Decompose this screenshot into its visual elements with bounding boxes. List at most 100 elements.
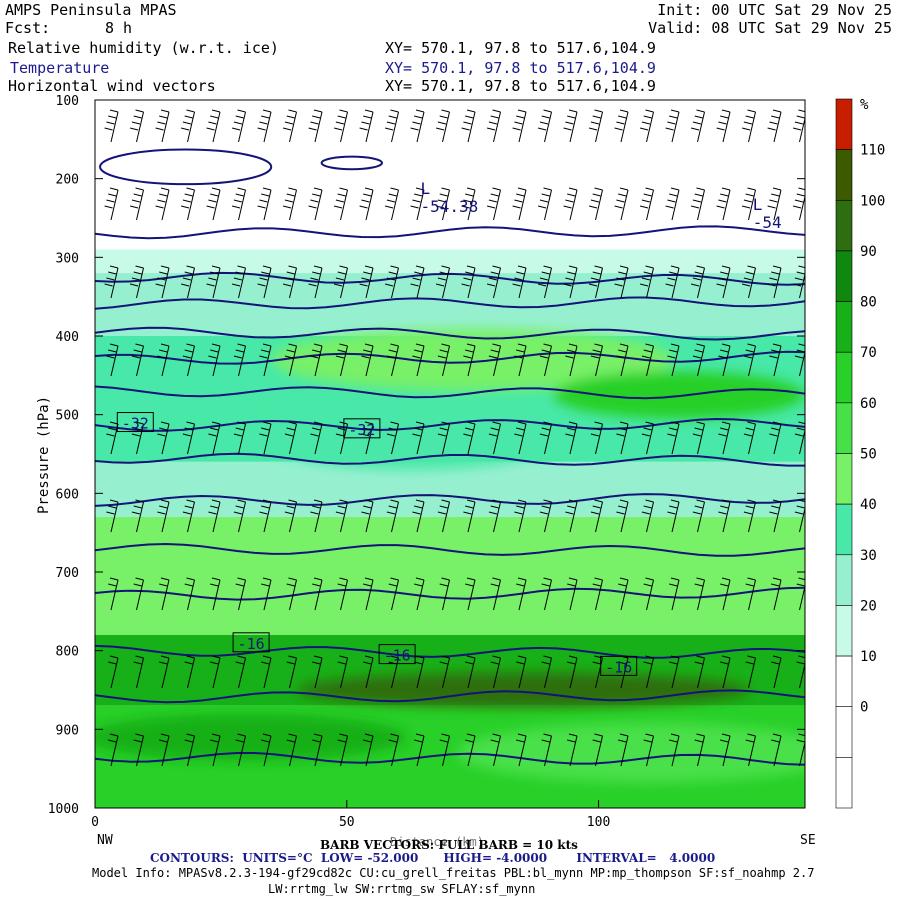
wind-barb: [384, 109, 399, 143]
low-value-0: -54.38: [420, 197, 478, 216]
wind-barb: [182, 499, 195, 533]
wind-barb: [157, 421, 170, 455]
wind-barb: [514, 421, 527, 455]
wind-barb: [669, 733, 680, 767]
wind-barb: [516, 577, 527, 611]
temp-label-box-4: [600, 655, 638, 676]
wind-barb: [335, 343, 348, 377]
wind-barb: [667, 421, 680, 455]
wind-barb: [310, 421, 323, 455]
wind-barb: [486, 187, 501, 221]
y-tick-label: 800: [56, 645, 79, 660]
wind-barb: [720, 577, 731, 611]
y-axis-label: Pressure (hPa): [36, 396, 52, 514]
isotherm-4: [95, 350, 805, 365]
wind-barb: [769, 499, 782, 533]
wind-barb: [588, 109, 603, 143]
wind-barb: [745, 655, 756, 689]
colorbar-segment: [835, 655, 853, 708]
wind-barbs: [104, 109, 805, 767]
temp-label-2: -16: [238, 635, 265, 653]
wind-barb: [643, 655, 654, 689]
wind-barb: [537, 109, 552, 143]
wind-barb: [694, 655, 705, 689]
wind-barb: [745, 733, 756, 767]
wind-barb: [690, 187, 705, 221]
wind-barb: [718, 421, 731, 455]
colorbar-segment: [835, 98, 853, 150]
wind-barb: [463, 343, 476, 377]
wind-barb: [333, 265, 348, 299]
wind-barb: [257, 109, 272, 143]
wind-barb: [208, 343, 221, 377]
wind-barb: [512, 265, 527, 299]
wind-barb: [796, 655, 805, 689]
colorbar-label: 70: [860, 345, 877, 361]
wind-barb: [769, 343, 782, 377]
wind-barb: [182, 421, 195, 455]
wind-barb: [669, 577, 680, 611]
rh-layer-3: [95, 461, 805, 517]
wind-barb: [639, 109, 654, 143]
colorbar-segment: [835, 453, 853, 505]
temp-label-box-1: [343, 418, 381, 439]
rh-feature-3: [296, 672, 750, 708]
wind-barb: [284, 343, 297, 377]
wind-barb: [792, 109, 805, 143]
wind-barb: [563, 187, 578, 221]
wind-barb: [767, 187, 782, 221]
rh-feature-5: [457, 723, 805, 783]
wind-barb: [363, 655, 374, 689]
wind-barb: [284, 499, 297, 533]
wind-barb: [208, 499, 221, 533]
wind-barb: [639, 265, 654, 299]
wind-barb: [206, 109, 221, 143]
wind-barb: [563, 109, 578, 143]
wind-barb: [159, 577, 170, 611]
wind-barb: [180, 265, 195, 299]
fcst-label: Fcst:: [5, 19, 51, 37]
rh-shading: [95, 249, 805, 808]
wind-barb: [159, 733, 170, 767]
wind-barb: [233, 343, 246, 377]
wind-barb: [692, 421, 705, 455]
wind-barb: [537, 265, 552, 299]
wind-barb: [565, 343, 578, 377]
plot-frame: [94, 99, 806, 809]
wind-barb: [359, 109, 374, 143]
fcst-value: 8 h: [105, 19, 133, 37]
y-tick-label: 100: [56, 94, 79, 109]
temp-label-box-0: [116, 412, 154, 433]
wind-barb: [465, 733, 476, 767]
low-symbol-0: L: [420, 179, 430, 198]
isotherm-8: [95, 493, 805, 507]
wind-barb: [184, 733, 195, 767]
temp-label-box-2: [232, 632, 270, 653]
wind-barb: [333, 109, 348, 143]
wind-barb: [690, 265, 705, 299]
wind-barb: [155, 109, 170, 143]
rh-layer-0: [95, 249, 805, 274]
wind-barb: [514, 343, 527, 377]
wind-barb: [259, 499, 272, 533]
wind-barb: [133, 733, 144, 767]
isotherm-2: [95, 296, 805, 310]
wind-barb: [410, 187, 425, 221]
wind-barb: [308, 187, 323, 221]
wind-barb: [743, 421, 756, 455]
wind-barb: [131, 343, 144, 377]
wind-barb: [282, 265, 297, 299]
wind-barb: [437, 343, 450, 377]
y-tick-label: 600: [56, 487, 79, 502]
rh-layer-1: [95, 273, 805, 336]
wind-barb: [794, 421, 805, 455]
wind-barb: [720, 655, 731, 689]
wind-barb: [588, 265, 603, 299]
wind-barb: [741, 109, 756, 143]
wind-barb: [359, 265, 374, 299]
wind-barb: [131, 499, 144, 533]
field-name-wind: Horizontal wind vectors: [8, 77, 216, 95]
wind-barb: [486, 109, 501, 143]
colorbar-segment: [835, 402, 853, 454]
